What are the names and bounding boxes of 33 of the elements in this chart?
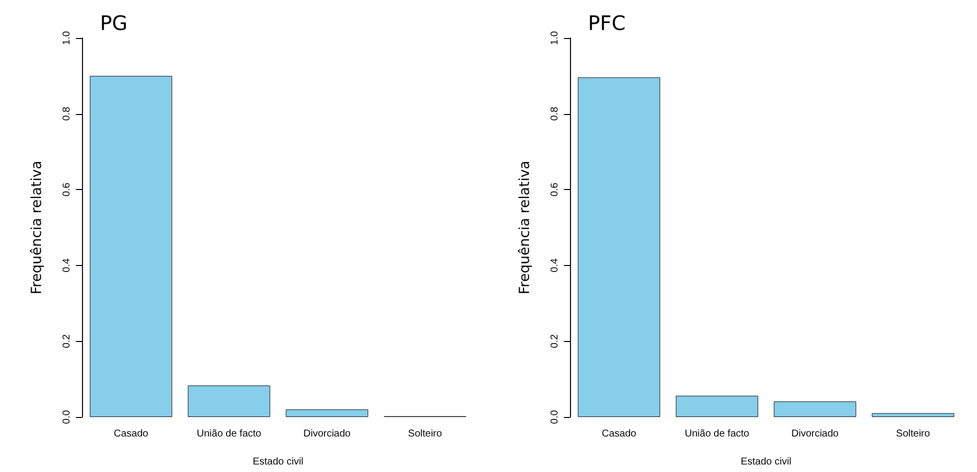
bar: [578, 77, 660, 417]
y-axis-title: Frequência relativa: [29, 160, 45, 294]
chart-title: PG: [100, 11, 128, 35]
bar: [774, 401, 856, 417]
x-tick-label: Divorciado: [303, 428, 352, 440]
x-tick-label: União de facto: [684, 428, 750, 440]
y-tick-label: 0.4: [550, 258, 560, 272]
x-tick-label: Casado: [114, 428, 149, 440]
y-tick-label: 0.2: [550, 334, 560, 348]
x-tick-label: Solteiro: [408, 428, 442, 440]
bar: [872, 413, 954, 417]
y-tick-label: 0.6: [550, 182, 560, 197]
y-axis-title: Frequência relativa: [517, 160, 533, 294]
x-tick-label: Casado: [602, 428, 637, 440]
y-tick-label: 1.0: [62, 30, 72, 45]
y-tick-label: 1.0: [550, 30, 560, 45]
bar: [676, 396, 758, 417]
y-tick-label: 0.0: [62, 410, 72, 424]
y-tick-label: 0.0: [550, 410, 560, 424]
x-tick-label: Divorciado: [791, 428, 840, 440]
y-tick-label: 0.2: [62, 334, 72, 348]
x-tick-label: Solteiro: [896, 428, 930, 440]
y-tick-label: 0.8: [62, 106, 72, 121]
bar: [188, 386, 270, 417]
x-tick-label: União de facto: [196, 428, 262, 440]
y-tick-label: 0.6: [62, 182, 72, 197]
x-axis-title: Estado civil: [252, 456, 304, 468]
bar: [90, 76, 172, 417]
x-axis-title: Estado civil: [740, 456, 792, 468]
chart-title: PFC: [588, 11, 626, 35]
y-tick-label: 0.4: [62, 258, 72, 272]
y-tick-label: 0.8: [550, 106, 560, 121]
bar: [286, 409, 368, 417]
